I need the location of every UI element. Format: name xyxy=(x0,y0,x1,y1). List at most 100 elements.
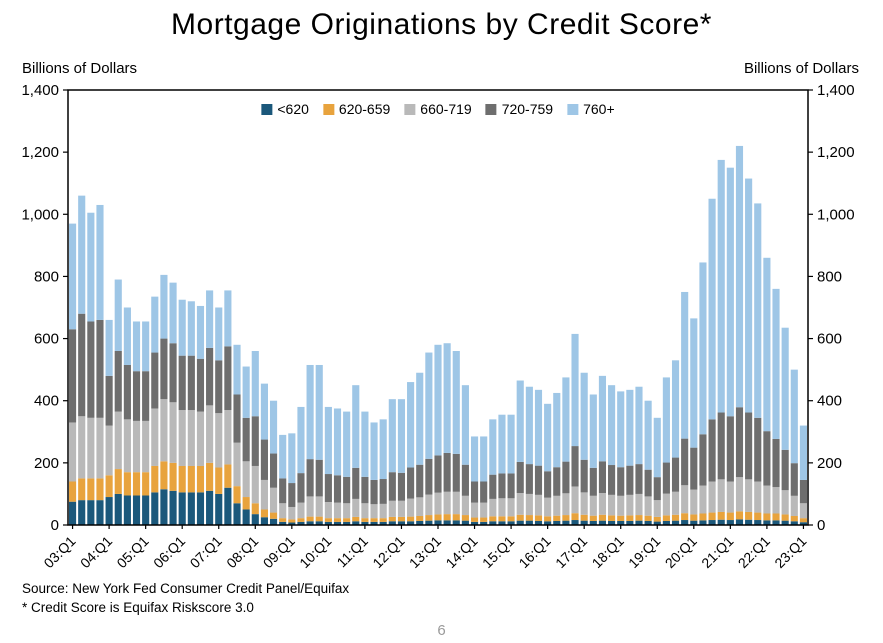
bar-segment xyxy=(142,472,150,496)
bar-segment xyxy=(443,491,451,515)
y-tick-label-right: 1,400 xyxy=(817,82,855,99)
bar-segment xyxy=(434,492,442,515)
bar-segment xyxy=(279,478,287,504)
bar-segment xyxy=(361,521,369,525)
bar-segment xyxy=(251,465,259,504)
bar-segment xyxy=(260,439,268,480)
bar-segment xyxy=(781,327,789,450)
bar-segment xyxy=(589,394,597,468)
bar-segment xyxy=(215,493,223,525)
bar-segment xyxy=(763,257,771,432)
bar-segment xyxy=(379,518,387,522)
x-tick-label: 14:Q1 xyxy=(442,533,480,571)
bar-segment xyxy=(708,481,716,513)
bar-segment xyxy=(644,515,652,521)
bar-segment xyxy=(361,411,369,477)
bar-segment xyxy=(142,371,150,421)
bar-segment xyxy=(306,364,314,460)
bar-segment xyxy=(96,204,104,320)
bar-segment xyxy=(224,464,232,488)
bar-segment xyxy=(681,520,689,525)
bar-segment xyxy=(425,515,433,521)
bar-segment xyxy=(626,515,634,521)
bar-segment xyxy=(105,475,113,498)
bar-segment xyxy=(123,472,131,496)
legend-swatch xyxy=(322,103,334,115)
bar-segment xyxy=(78,313,86,417)
bar-segment xyxy=(534,515,543,521)
bar-segment xyxy=(260,383,268,440)
bar-segment xyxy=(534,465,543,495)
bar-segment xyxy=(397,472,406,501)
bar-segment xyxy=(96,478,104,501)
bar-segment xyxy=(498,521,506,525)
x-tick-label: 15:Q1 xyxy=(479,533,517,571)
bar-segment xyxy=(708,419,716,482)
bar-segment xyxy=(480,502,488,518)
bar-segment xyxy=(397,500,406,517)
bar-segment xyxy=(735,407,744,478)
bar-segment xyxy=(370,521,378,525)
bar-segment xyxy=(790,521,798,525)
bar-segment xyxy=(169,282,177,344)
bar-segment xyxy=(644,520,652,525)
bar-segment xyxy=(799,503,807,519)
bar-segment xyxy=(297,521,305,525)
legend-item: 620-659 xyxy=(322,101,390,117)
bar-segment xyxy=(306,459,314,497)
x-tick-label: 22:Q1 xyxy=(735,533,773,571)
bar-segment xyxy=(498,414,506,474)
bar-segment xyxy=(571,513,579,521)
bar-segment xyxy=(498,498,506,517)
bar-segment xyxy=(662,462,670,494)
bar-segment xyxy=(790,369,798,464)
bar-segment xyxy=(105,319,113,376)
bar-segment xyxy=(580,514,588,521)
bar-segment xyxy=(160,274,168,339)
y-tick-label-right: 0 xyxy=(817,517,825,534)
bar-segment xyxy=(416,520,424,525)
bar-segment xyxy=(717,479,725,512)
bar-segment xyxy=(653,521,661,525)
bar-segment xyxy=(114,411,122,470)
bar-segment xyxy=(516,514,524,521)
bar-segment xyxy=(434,520,442,525)
bar-segment xyxy=(169,402,177,463)
bar-segment xyxy=(653,477,661,501)
bar-segment xyxy=(589,495,597,516)
bar-segment xyxy=(242,509,250,525)
bar-segment xyxy=(333,521,342,525)
bar-segment xyxy=(635,493,643,516)
x-tick-label: 09:Q1 xyxy=(260,533,298,571)
bar-segment xyxy=(726,481,734,513)
bar-segment xyxy=(215,413,223,468)
x-tick-label: 03:Q1 xyxy=(40,533,78,571)
bar-segment xyxy=(690,489,698,515)
bar-segment xyxy=(151,465,159,493)
bar-segment xyxy=(745,519,753,525)
bar-segment xyxy=(233,503,241,525)
bar-segment xyxy=(571,520,579,525)
bar-segment xyxy=(772,438,780,488)
bar-segment xyxy=(781,520,789,525)
bar-segment xyxy=(132,371,141,421)
x-tick-label: 10:Q1 xyxy=(296,533,334,571)
bar-segment xyxy=(196,492,205,526)
bar-segment xyxy=(379,503,387,519)
bar-segment xyxy=(489,498,497,517)
bar-segment xyxy=(160,338,168,400)
bar-segment xyxy=(416,372,424,465)
bar-segment xyxy=(754,417,762,482)
legend-item: 660-719 xyxy=(404,101,472,117)
bar-segment xyxy=(388,516,396,522)
x-tick-label: 04:Q1 xyxy=(77,533,115,571)
bar-segment xyxy=(598,493,607,515)
bar-segment xyxy=(671,491,680,515)
bar-segment xyxy=(224,410,232,465)
bar-segment xyxy=(142,321,150,372)
bar-segment xyxy=(260,517,268,525)
y-axis-title-right: Billions of Dollars xyxy=(743,60,859,77)
bar-segment xyxy=(735,511,744,520)
x-tick-label: 19:Q1 xyxy=(625,533,663,571)
legend-label: 760+ xyxy=(583,101,615,117)
